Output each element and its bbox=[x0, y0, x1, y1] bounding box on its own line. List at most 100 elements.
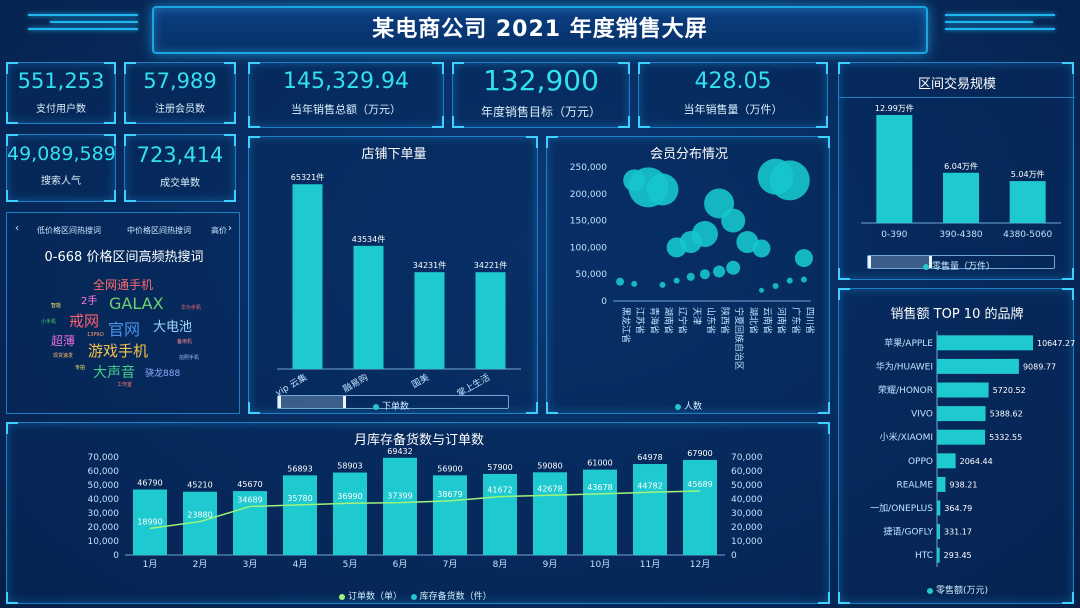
bar bbox=[133, 489, 167, 555]
kpi-label: 当年销售量（万件） bbox=[683, 103, 783, 116]
line-value-label: 38679 bbox=[437, 490, 462, 499]
zoom-slider-handle-right[interactable] bbox=[929, 256, 932, 268]
tab-low-price[interactable]: 低价格区间热搜词 bbox=[37, 226, 101, 235]
y-tick-label-right: 70,000 bbox=[731, 453, 763, 463]
keyword: 小手机 bbox=[41, 319, 57, 325]
x-tick-label: 云南省 bbox=[762, 307, 774, 334]
keyword: 2手 bbox=[81, 296, 98, 307]
kpi-label: 注册会员数 bbox=[155, 104, 205, 115]
legend-label: 零售量（万件） bbox=[932, 262, 996, 272]
scatter-point bbox=[794, 249, 813, 268]
x-tick-label: 6月 bbox=[393, 559, 408, 570]
keyword: 专拍 bbox=[75, 365, 86, 371]
x-tick-label: 青海省 bbox=[648, 307, 660, 334]
y-tick-label-left: 20,000 bbox=[88, 523, 120, 533]
kpi-card-sales-volume: 428.05 当年销售量（万件） bbox=[638, 62, 828, 128]
y-tick-label: 150,000 bbox=[570, 217, 607, 227]
monthly-chart: 70,000 60,000 50,000 40,000 30,000 20,000 10,0… bbox=[88, 447, 763, 570]
line-value-label: 37399 bbox=[387, 492, 412, 501]
y-tick-label-right: 20,000 bbox=[731, 523, 763, 533]
scatter-point bbox=[691, 221, 718, 247]
scatter-point bbox=[759, 287, 764, 293]
y-tick-label-left: 70,000 bbox=[88, 453, 120, 463]
x-tick-label: 3月 bbox=[243, 559, 258, 570]
keyword: 现货速发 bbox=[53, 353, 74, 359]
zoom-slider[interactable] bbox=[277, 395, 509, 409]
scatter-point bbox=[752, 239, 771, 258]
scatter-point bbox=[769, 160, 810, 201]
legend-dot-bar bbox=[410, 593, 417, 600]
word-cloud: 全网通手机 2手 GALAX 戒网 官网 大电池 超薄 游戏手机 大声音 骁龙8… bbox=[7, 268, 241, 408]
bar bbox=[937, 524, 940, 540]
header-deco-left bbox=[18, 0, 148, 56]
legend-dot bbox=[373, 403, 379, 410]
y-tick-label-right: 10,000 bbox=[731, 537, 763, 547]
bar-value-label: 12.99万件 bbox=[875, 103, 914, 113]
x-tick-label: 11月 bbox=[640, 559, 660, 570]
legend: 人数 bbox=[675, 399, 702, 412]
line-value-label: 42678 bbox=[537, 484, 562, 493]
bar-value-label: 64978 bbox=[637, 453, 662, 462]
tab-arrow-left[interactable]: ‹ bbox=[15, 223, 19, 234]
kpi-value: 49,089,589 bbox=[7, 143, 116, 165]
y-tick-label: VIVO bbox=[911, 410, 933, 420]
zoom-slider-handle-left[interactable] bbox=[278, 396, 281, 408]
zoom-slider-handle-left[interactable] bbox=[868, 256, 871, 268]
bar bbox=[483, 473, 517, 555]
page-title: 某电商公司 2021 年度销售大屏 bbox=[152, 6, 928, 54]
y-tick-label-left: 60,000 bbox=[88, 467, 120, 477]
keyword-tabs: ‹ 低价格区间热搜词 中价格区间热搜词 高价 › bbox=[15, 223, 233, 237]
keyword: 智能 bbox=[51, 303, 62, 309]
tab-mid-price[interactable]: 中价格区间热搜词 bbox=[127, 226, 191, 235]
brands-chart: 10647.27 苹果/APPLE 9089.77 华为/HUAWEI 5720.52 荣… bbox=[870, 331, 1075, 567]
bar-value-label: 34231件 bbox=[413, 260, 446, 270]
keyword: GALAX bbox=[109, 294, 164, 313]
line-value-label: 44782 bbox=[637, 481, 662, 490]
y-tick-label: 一加/ONEPLUS bbox=[870, 503, 933, 514]
bar bbox=[1009, 181, 1046, 223]
tab-arrow-right[interactable]: › bbox=[228, 223, 232, 234]
keyword: 工作室 bbox=[117, 382, 133, 388]
kpi-label: 成交单数 bbox=[160, 178, 200, 189]
y-tick-label: 苹果/APPLE bbox=[884, 337, 933, 349]
x-tick-label: 4月 bbox=[293, 559, 308, 570]
kpi-label: 当年销售总额（万元） bbox=[291, 103, 401, 116]
legend: 订单数（单） 库存备货数（件） bbox=[339, 589, 492, 602]
bar-value-label: 56893 bbox=[287, 464, 312, 473]
tab-high-price[interactable]: 高价 bbox=[211, 226, 227, 235]
zoom-slider-handle-right[interactable] bbox=[343, 396, 346, 408]
scatter-point bbox=[721, 208, 746, 233]
scatter-point bbox=[713, 265, 726, 278]
bar-value-label: 45670 bbox=[237, 480, 262, 489]
scatter-point bbox=[699, 269, 710, 280]
kpi-label: 支付用户数 bbox=[36, 104, 86, 115]
zoom-slider[interactable] bbox=[867, 255, 1055, 269]
bar-value-label: 57900 bbox=[487, 463, 512, 472]
members-chart: 250,000 200,000 150,000 100,000 50,000 0 黑龙江省江… bbox=[570, 158, 816, 370]
x-tick-label: 河南省 bbox=[776, 307, 788, 334]
header-deco-lines-left bbox=[28, 14, 138, 42]
legend-label-bar: 库存备货数（件） bbox=[419, 592, 492, 602]
line-value-label: 45689 bbox=[687, 480, 712, 489]
x-tick-label: 湖北省 bbox=[747, 307, 759, 334]
x-tick-label: 融易购 bbox=[341, 371, 370, 395]
legend-label: 零售额(万元) bbox=[936, 586, 989, 596]
keyword: 大电池 bbox=[153, 320, 193, 335]
y-tick-label-right: 30,000 bbox=[731, 509, 763, 519]
bar bbox=[633, 464, 667, 555]
keyword: 备用机 bbox=[177, 339, 193, 345]
bar bbox=[937, 500, 941, 516]
kpi-label: 搜索人气 bbox=[41, 176, 81, 187]
bar-value-label: 65321件 bbox=[291, 172, 324, 182]
scatter-point bbox=[659, 281, 666, 288]
x-tick-label: 2月 bbox=[193, 559, 208, 570]
bar bbox=[533, 472, 567, 555]
bar bbox=[943, 172, 979, 223]
line-value-label: 41672 bbox=[487, 486, 512, 495]
x-tick-label: 陕西省 bbox=[719, 307, 731, 334]
bar-value-label: 9089.77 bbox=[1023, 362, 1056, 371]
keyword: 13PRO bbox=[87, 332, 104, 338]
zoom-slider-fill bbox=[871, 256, 929, 268]
y-tick-label: 0 bbox=[601, 297, 607, 307]
x-tick-label: 宁夏回族自治区 bbox=[733, 307, 745, 370]
